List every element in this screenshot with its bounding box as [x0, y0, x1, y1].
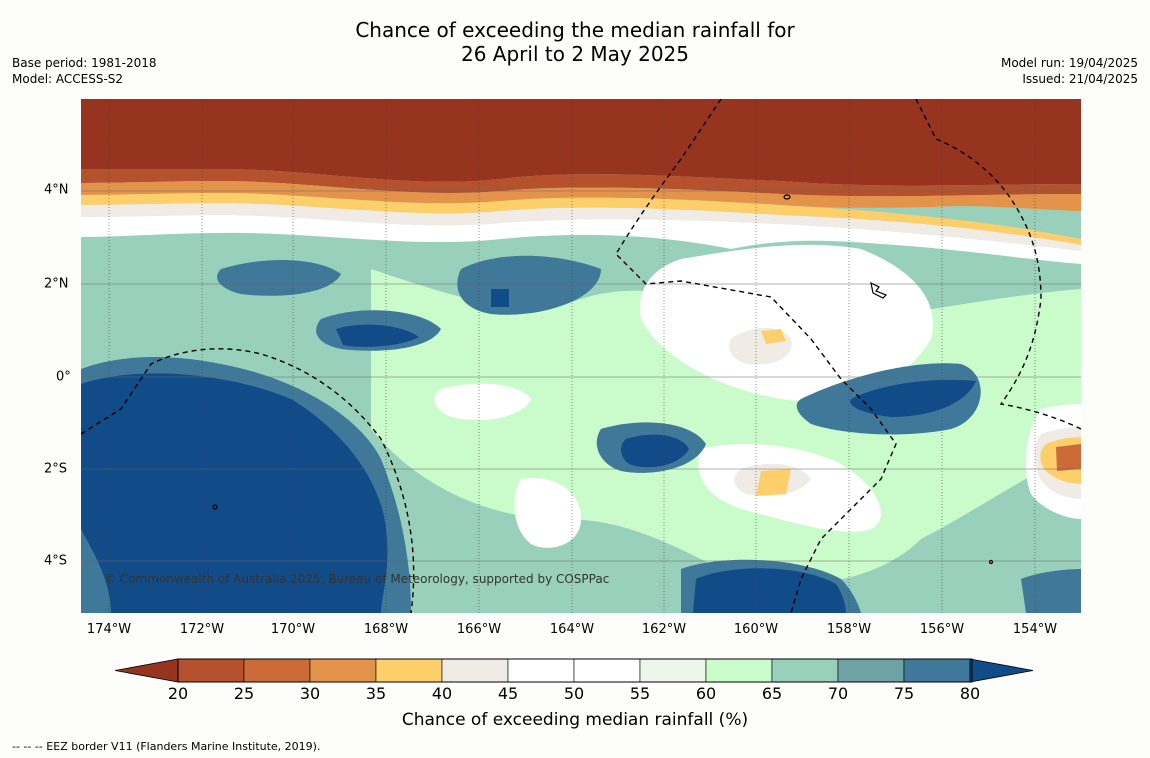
colorbar-cell — [243, 658, 311, 683]
model-name: Model: ACCESS-S2 — [12, 72, 124, 86]
band-35-40-south — [756, 469, 791, 496]
model-run: Model run: 19/04/2025 — [1000, 56, 1138, 70]
band-top-20 — [81, 99, 1081, 186]
colorbar-cell — [375, 658, 443, 683]
band-top-30 — [81, 181, 1081, 211]
islands — [212, 194, 994, 565]
band-75-80-far-se — [1021, 569, 1081, 613]
cbar-tick-30: 30 — [299, 684, 321, 703]
colorbar-outline — [177, 658, 973, 683]
cbar-tick-40: 40 — [431, 684, 453, 703]
band-75-80-nw — [217, 259, 341, 296]
colorbar-cell — [177, 658, 245, 683]
cbar-tick-50: 50 — [563, 684, 585, 703]
title-line-2: 26 April to 2 May 2025 — [461, 42, 689, 66]
lon-label-166w: 166°W — [456, 622, 502, 637]
lon-label-168w: 168°W — [363, 622, 409, 637]
colorbar-title: Chance of exceeding median rainfall (%) — [401, 710, 749, 730]
lon-label-170w: 170°W — [270, 622, 316, 637]
cbar-tick-20: 20 — [167, 684, 189, 703]
base-period: Base period: 1981-2018 — [12, 56, 157, 70]
map-svg — [81, 99, 1081, 613]
band-35-40-center — [761, 329, 786, 344]
cbar-tick-60: 60 — [695, 684, 717, 703]
lon-label-160w: 160°W — [733, 622, 779, 637]
meta-right: Model run: 19/04/2025 Issued: 21/04/2025 — [1001, 55, 1138, 87]
lat-label-4n: 4°N — [44, 182, 69, 198]
cbar-tick-25: 25 — [233, 684, 255, 703]
cbar-tick-70: 70 — [827, 684, 849, 703]
meta-left: Base period: 1981-2018 Model: ACCESS-S2 — [12, 55, 157, 87]
colorbar-cell — [705, 658, 773, 683]
issued-date: Issued: 21/04/2025 — [1022, 72, 1138, 86]
colorbar-extend-high — [969, 658, 1034, 683]
lat-label-2s: 2°S — [44, 461, 68, 477]
lon-label-158w: 158°W — [826, 622, 872, 637]
title-line-1: Chance of exceeding the median rainfall … — [355, 18, 795, 42]
lon-label-172w: 172°W — [179, 622, 225, 637]
eez-borders — [81, 99, 1081, 613]
cbar-tick-75: 75 — [893, 684, 915, 703]
band-80-west — [81, 373, 388, 613]
band-east-25 — [1056, 444, 1081, 471]
copyright-note: © Commonwealth of Australia 2025, Bureau… — [104, 572, 610, 586]
latitude-lines — [81, 190, 1081, 562]
colorbar-cell — [573, 658, 641, 683]
colorbar-cell — [309, 658, 377, 683]
lat-label-0: 0° — [56, 369, 71, 385]
colorbar — [115, 658, 1034, 683]
band-50-60-mid — [434, 383, 531, 420]
band-50-60-west — [514, 478, 581, 548]
lon-label-162w: 162°W — [641, 622, 687, 637]
colorbar-cells — [115, 658, 1034, 683]
lon-label-156w: 156°W — [919, 622, 965, 637]
lon-label-164w: 164°W — [549, 622, 595, 637]
colorbar-cell — [639, 658, 707, 683]
rainfall-map — [81, 99, 1081, 613]
band-80-n — [491, 289, 509, 307]
lon-label-174w: 174°W — [86, 622, 132, 637]
colorbar-cell — [441, 658, 509, 683]
colorbar-cell — [507, 658, 575, 683]
band-80-s — [621, 434, 689, 468]
band-80-se — [693, 568, 846, 613]
cbar-tick-80: 80 — [959, 684, 981, 703]
cbar-tick-35: 35 — [365, 684, 387, 703]
band-80-c — [336, 324, 419, 347]
colorbar-cell — [771, 658, 839, 683]
lat-label-4s: 4°S — [44, 553, 68, 569]
cbar-tick-65: 65 — [761, 684, 783, 703]
band-top-25 — [81, 169, 1081, 197]
band-top-35 — [81, 193, 1081, 245]
eez-legend-note: -- -- -- EEZ border V11 (Flanders Marine… — [12, 740, 321, 753]
cbar-tick-45: 45 — [497, 684, 519, 703]
colorbar-cell — [837, 658, 905, 683]
colorbar-extend-low — [115, 658, 179, 683]
lat-label-2n: 2°N — [44, 276, 69, 292]
colorbar-cell — [903, 658, 971, 683]
band-top-45 — [81, 215, 1081, 264]
band-80-e — [850, 379, 976, 417]
cbar-tick-55: 55 — [629, 684, 651, 703]
lon-label-154w: 154°W — [1012, 622, 1058, 637]
band-top-40 — [81, 203, 1081, 251]
map-title: Chance of exceeding the median rainfall … — [0, 18, 1150, 66]
